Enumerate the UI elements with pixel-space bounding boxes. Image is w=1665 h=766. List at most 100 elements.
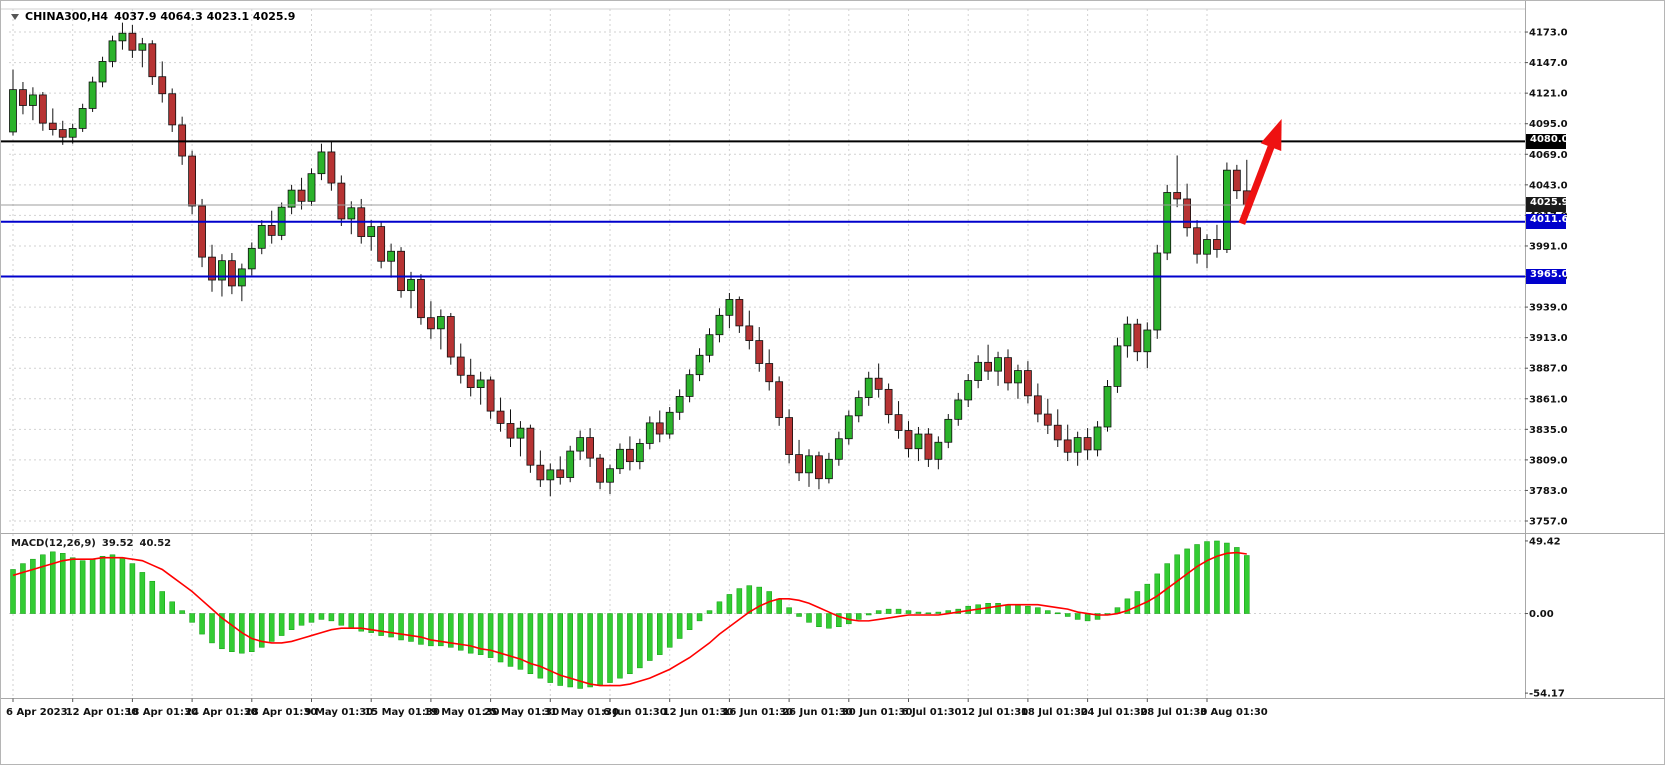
- candle-body: [586, 437, 594, 459]
- candle-body: [1014, 370, 1022, 384]
- candle-body: [108, 40, 117, 62]
- candle-body: [1123, 323, 1132, 347]
- candle-body: [287, 189, 296, 208]
- candle-body: [317, 151, 326, 175]
- candle-body: [1043, 413, 1052, 426]
- candle-body: [118, 32, 127, 42]
- candle-body: [327, 151, 336, 184]
- candle-body: [765, 363, 774, 383]
- candle-body: [1053, 424, 1062, 441]
- candle-body: [387, 250, 396, 262]
- candle-body: [1063, 439, 1072, 453]
- candle-body: [38, 94, 47, 124]
- candle-body: [1203, 239, 1211, 255]
- candle-body: [665, 411, 674, 435]
- time-axis-label: 15 May 01:30: [364, 707, 440, 718]
- time-axis-label: 24 Apr 01:30: [185, 707, 258, 718]
- candle-body: [9, 89, 17, 133]
- resistance-price-badge: 4080.0: [1526, 133, 1569, 149]
- candle-body: [695, 354, 704, 376]
- candle-body: [158, 76, 167, 95]
- candle-body: [904, 430, 913, 450]
- time-axis-label: 12 Jul 01:30: [961, 707, 1028, 718]
- symbol-title: CHINA300,H4: [25, 10, 109, 23]
- candle-body: [994, 357, 1002, 372]
- time-axis-label: 16 Jun 01:30: [722, 707, 793, 718]
- trend-arrow[interactable]: [1238, 119, 1282, 225]
- time-axis-label: 6 Jul 01:30: [902, 707, 962, 718]
- candle-body: [924, 433, 933, 460]
- candle-body: [844, 415, 853, 440]
- bid-price-badge: 4025.9: [1526, 197, 1569, 213]
- candle-body: [188, 155, 197, 207]
- time-axis-label: 6 Jun 01:30: [603, 707, 667, 718]
- time-axis-label: 31 May 01:30: [543, 707, 619, 718]
- candle-body: [496, 410, 505, 424]
- candle-body: [377, 226, 386, 262]
- price-tick-label: 4147.0: [1529, 58, 1568, 69]
- candle-body: [347, 207, 356, 220]
- candle-body: [128, 32, 137, 51]
- candle-body: [675, 396, 684, 413]
- candle-body: [227, 260, 236, 287]
- macd-main-value: 39.52: [101, 538, 134, 549]
- candle-body: [626, 448, 634, 463]
- candle-body: [58, 129, 67, 138]
- symbol-ohlc-bar: CHINA300,H4 4037.9 4064.3 4023.1 4025.9: [11, 10, 295, 23]
- candle-body: [795, 454, 803, 474]
- price-tick-label: 4043.0: [1529, 180, 1568, 191]
- candle-body: [516, 427, 525, 439]
- price-tick-label: 4173.0: [1529, 28, 1568, 39]
- candle-body: [1193, 227, 1201, 255]
- price-tick-label: 3783.0: [1529, 486, 1568, 497]
- candle-body: [785, 417, 793, 455]
- candle-body: [735, 299, 744, 327]
- price-tick-label: 3809.0: [1529, 455, 1568, 466]
- candle-body: [297, 189, 306, 202]
- candle-body: [397, 250, 405, 292]
- candle-body: [705, 334, 714, 356]
- candle-body: [19, 89, 27, 106]
- candle-body: [1093, 426, 1102, 451]
- time-axis-label: 25 May 01:30: [484, 707, 560, 718]
- time-axis-label: 18 Jul 01:30: [1021, 707, 1088, 718]
- macd-indicator-label: MACD(12,26,9) 39.52 40.52: [11, 538, 171, 549]
- candle-body: [964, 380, 973, 401]
- candle-body: [725, 299, 734, 316]
- candle-body: [247, 247, 256, 270]
- macd-tick-label: 49.42: [1529, 536, 1561, 547]
- price-tick-label: 3887.0: [1529, 364, 1568, 375]
- candle-body: [476, 379, 485, 389]
- candle-body: [28, 94, 37, 106]
- candle-body: [1213, 239, 1221, 250]
- candle-body: [546, 469, 555, 481]
- time-axis-label: 9 May 01:30: [305, 707, 374, 718]
- price-tick-label: 3835.0: [1529, 425, 1568, 436]
- support-upper-price-badge: 4011.6: [1526, 214, 1569, 230]
- candle-body: [1143, 329, 1152, 353]
- candle-body: [944, 418, 953, 443]
- candle-body: [1004, 357, 1012, 384]
- candle-body: [606, 468, 614, 483]
- candle-body: [1073, 437, 1082, 453]
- candle-body: [98, 61, 107, 83]
- time-axis-label: 3 Aug 01:30: [1200, 707, 1268, 718]
- candle-body: [934, 441, 943, 460]
- time-axis-label: 24 Jul 01:30: [1081, 707, 1148, 718]
- time-axis-label: 6 Apr 2023: [6, 707, 68, 718]
- time-axis-label: 19 May 01:30: [424, 707, 500, 718]
- candle-body: [337, 182, 346, 220]
- support-lower-price-badge: 3965.0: [1526, 269, 1569, 285]
- macd-histogram: [10, 540, 1250, 689]
- price-tick-label: 4069.0: [1529, 150, 1568, 161]
- candle-body: [616, 448, 624, 470]
- candle-body: [874, 377, 883, 390]
- candle-body: [426, 317, 435, 330]
- candle-body: [307, 173, 316, 202]
- candle-body: [805, 455, 813, 474]
- candle-body: [78, 108, 87, 129]
- candle-body: [446, 316, 455, 358]
- candle-body: [417, 279, 425, 319]
- candle-body: [68, 128, 77, 138]
